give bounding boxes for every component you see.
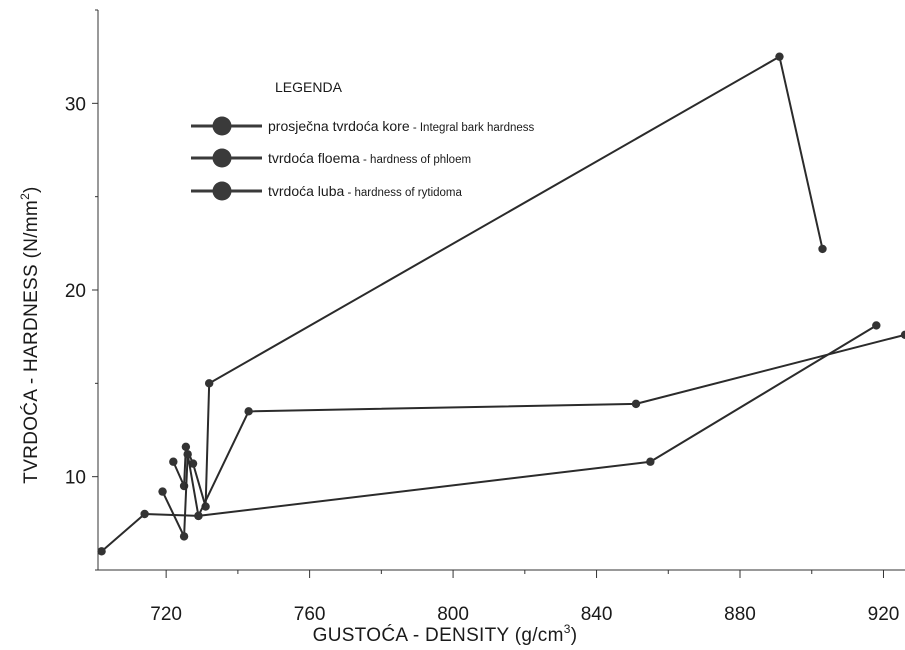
y-axis-title: TVRDOĆA - HARDNESS (N/mm2) <box>18 186 42 483</box>
legend-label-0-sub: - Integral bark hardness <box>410 122 535 134</box>
tick-marks <box>92 9 884 578</box>
x-tick-label: 880 <box>724 604 756 625</box>
series-0-point <box>188 459 198 468</box>
legend-marker-1 <box>212 148 232 168</box>
x-tick-label: 720 <box>150 604 182 625</box>
legend-label-0: prosječna tvrdoća kore - Integral bark h… <box>268 118 535 134</box>
x-tick-label: 760 <box>294 604 326 625</box>
series-1-point <box>179 532 189 541</box>
y-tick-label: 10 <box>65 468 86 489</box>
legend-title: LEGENDA <box>275 79 343 95</box>
legend-entry-0: prosječna tvrdoća kore - Integral bark h… <box>191 116 535 136</box>
legend-label-1: tvrdoća floema - hardness of phloem <box>268 150 471 166</box>
series-layer <box>97 52 905 556</box>
x-tick-label: 840 <box>581 604 613 625</box>
series-0-line <box>172 55 824 508</box>
tick-labels: 10 20 30 720 760 800 840 880 920 <box>65 94 899 625</box>
y-axis-title-superscript: 2 <box>18 193 32 200</box>
series-2-point <box>97 547 106 556</box>
y-tick-label: 30 <box>65 94 86 115</box>
x-axis-title: GUSTOĆA - DENSITY (g/cm3) <box>313 622 578 646</box>
series-0-point <box>775 52 784 61</box>
legend-label-0-main: prosječna tvrdoća kore <box>268 118 410 134</box>
legend-label-1-sub: - hardness of phloem <box>360 154 471 166</box>
series-1 <box>158 330 905 541</box>
x-axis-title-superscript: 3 <box>564 622 571 636</box>
series-2-point <box>872 321 881 330</box>
series-2-line <box>100 324 877 553</box>
legend-marker-2 <box>212 181 232 201</box>
x-axis-title-end: ) <box>571 625 578 646</box>
series-1-point <box>631 399 641 409</box>
series-2-point <box>140 509 149 519</box>
series-1-point <box>158 487 167 496</box>
series-2 <box>97 321 881 556</box>
series-0-point <box>204 379 214 388</box>
y-axis-title-end: ) <box>21 186 42 193</box>
series-0 <box>169 52 827 511</box>
legend-label-1-main: tvrdoća floema <box>268 150 360 166</box>
y-axis-title-text: TVRDOĆA - HARDNESS (N/mm <box>20 200 42 484</box>
legend-label-2-sub: - hardness of rytidoma <box>344 187 462 199</box>
legend-entry-2: tvrdoća luba - hardness of rytidoma <box>191 181 462 201</box>
series-0-point <box>169 457 178 466</box>
legend-entry-1: tvrdoća floema - hardness of phloem <box>191 148 471 168</box>
series-2-point <box>194 511 203 521</box>
series-2-point <box>646 457 655 466</box>
legend-label-2-main: tvrdoća luba <box>268 183 344 199</box>
series-1-point <box>900 330 905 339</box>
series-1-point <box>244 407 253 416</box>
series-0-point <box>818 244 827 254</box>
series-1-point <box>183 450 192 459</box>
y-tick-label: 20 <box>65 281 86 302</box>
legend-label-2: tvrdoća luba - hardness of rytidoma <box>268 183 462 199</box>
x-tick-label: 920 <box>868 604 900 625</box>
series-0-point <box>181 442 191 451</box>
legend-marker-0 <box>212 116 232 136</box>
x-axis-title-text: GUSTOĆA - DENSITY (g/cm <box>313 624 564 646</box>
legend: LEGENDA prosječna tvrdoća kore - Integra… <box>191 79 535 201</box>
x-tick-label: 800 <box>437 604 469 625</box>
